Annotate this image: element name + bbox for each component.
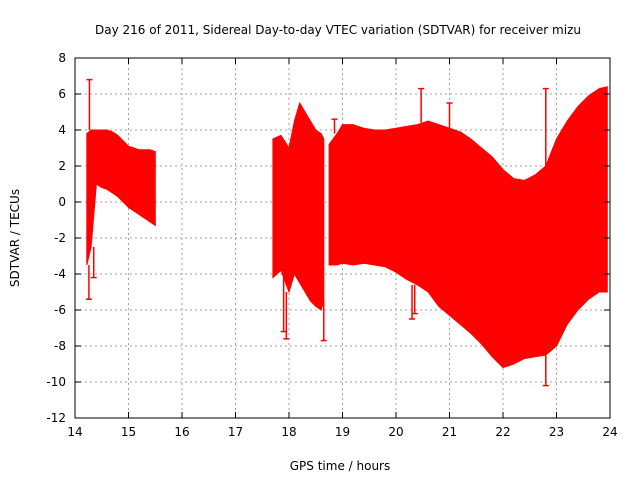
y-tick-label: -6 [54,303,66,317]
plot-frame [74,57,611,419]
y-tick-label: -12 [46,411,66,425]
y-tick-label: -2 [54,231,66,245]
series-area-1 [86,129,156,266]
data-area [85,78,608,387]
y-tick-label: -8 [54,339,66,353]
series-area-2 [272,101,325,311]
x-tick-label: 17 [228,425,243,439]
x-tick-label: 22 [495,425,510,439]
y-tick-label: 4 [58,123,66,137]
y-tick-label: -10 [46,375,66,389]
y-tick-label: 0 [58,195,66,209]
y-tick-label: -4 [54,267,66,281]
x-tick-label: 20 [388,425,403,439]
x-tick-label: 19 [335,425,350,439]
y-tick-label: 6 [58,87,66,101]
series-area-3 [328,86,608,369]
x-tick-label: 16 [174,425,189,439]
x-tick-label: 18 [281,425,296,439]
y-axis-label: SDTVAR / TECUs [8,189,22,287]
chart-title: Day 216 of 2011, Sidereal Day-to-day VTE… [95,23,581,37]
x-tick-label: 24 [602,425,617,439]
tick-labels: 14 15 16 17 18 19 20 21 22 23 24-12-10-8-6-4-20246… [46,51,617,439]
x-axis-label: GPS time / hours [290,459,391,473]
y-tick-label: 8 [58,51,66,65]
x-tick-label: 23 [549,425,564,439]
x-tick-label: 14 [67,425,82,439]
y-tick-label: 2 [58,159,66,173]
x-tick-label: 21 [442,425,457,439]
x-tick-label: 15 [121,425,136,439]
